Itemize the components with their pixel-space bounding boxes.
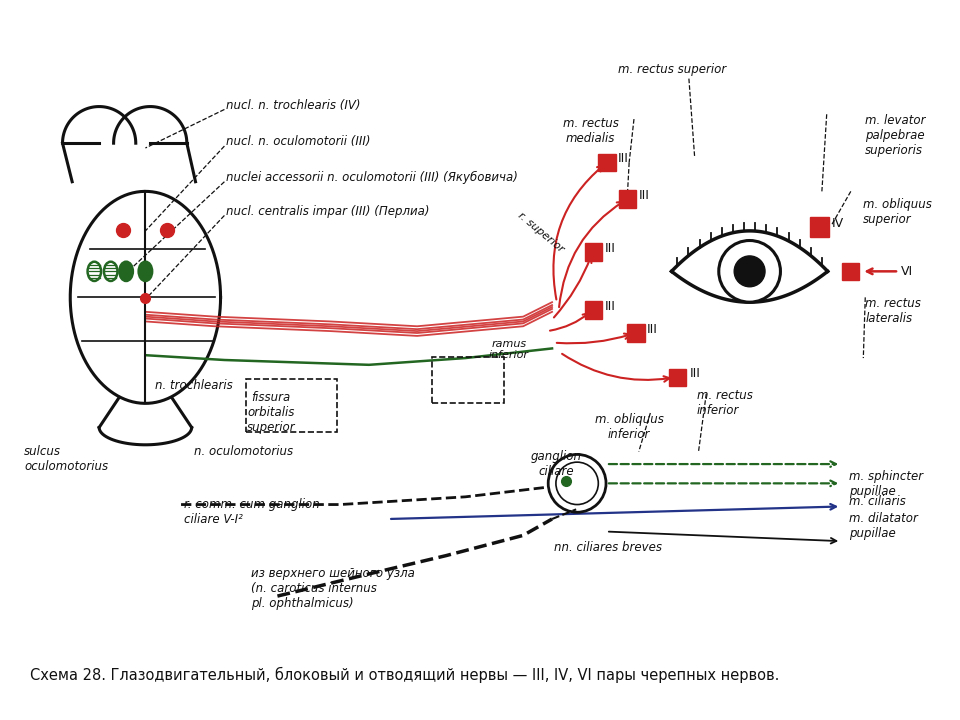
Text: III: III xyxy=(605,242,616,255)
Text: m. obliquus
inferior: m. obliquus inferior xyxy=(594,413,663,441)
Circle shape xyxy=(734,256,765,287)
Text: III: III xyxy=(690,367,701,380)
Text: n. trochlearis: n. trochlearis xyxy=(155,379,232,392)
Bar xyxy=(842,263,859,280)
Text: nuclei accessorii n. oculomotorii (III) (Якубовича): nuclei accessorii n. oculomotorii (III) … xyxy=(227,171,518,184)
Text: m. rectus
lateralis: m. rectus lateralis xyxy=(865,297,922,325)
Text: m. levator
palpebrae
superioris: m. levator palpebrae superioris xyxy=(865,114,925,157)
Circle shape xyxy=(719,240,780,302)
Bar xyxy=(585,243,602,261)
Text: III: III xyxy=(605,300,616,313)
Text: nucl. n. trochlearis (IV): nucl. n. trochlearis (IV) xyxy=(227,99,361,112)
Ellipse shape xyxy=(104,261,117,281)
Text: r. comm. cum ganglion
ciliare V-I²: r. comm. cum ganglion ciliare V-I² xyxy=(184,498,320,526)
Text: m. rectus superior: m. rectus superior xyxy=(618,63,727,76)
Text: III: III xyxy=(638,189,650,202)
Text: m. sphincter
pupillae: m. sphincter pupillae xyxy=(849,470,923,498)
Text: m. ciliaris: m. ciliaris xyxy=(849,495,905,508)
Text: ganglion
ciliare: ganglion ciliare xyxy=(531,449,582,477)
Text: nucl. centralis impar (III) (Перлиа): nucl. centralis impar (III) (Перлиа) xyxy=(227,205,430,218)
Text: m. rectus
medialis: m. rectus medialis xyxy=(563,117,618,145)
Text: IV: IV xyxy=(831,217,844,230)
Bar xyxy=(618,190,636,208)
Text: nn. ciliares breves: nn. ciliares breves xyxy=(554,541,662,554)
Text: m. rectus
inferior: m. rectus inferior xyxy=(697,389,753,417)
Text: m. dilatator
pupillae: m. dilatator pupillae xyxy=(849,512,918,540)
Text: ramus
inferior: ramus inferior xyxy=(489,339,529,361)
Text: fissura
orbitalis
superior: fissura orbitalis superior xyxy=(247,391,295,434)
Ellipse shape xyxy=(119,261,132,281)
Bar xyxy=(585,301,602,318)
Text: III: III xyxy=(646,323,658,336)
Text: n. oculomotorius: n. oculomotorius xyxy=(194,445,293,458)
Text: r. superior: r. superior xyxy=(516,210,566,254)
Text: nucl. n. oculomotorii (III): nucl. n. oculomotorii (III) xyxy=(227,135,371,148)
Ellipse shape xyxy=(138,261,152,281)
Text: VI: VI xyxy=(900,265,913,278)
Text: m. obliquus
superior: m. obliquus superior xyxy=(863,198,932,226)
Bar xyxy=(669,369,686,386)
Bar xyxy=(598,154,615,171)
Ellipse shape xyxy=(87,261,101,281)
Text: из верхнего шейного узла
(n. caroticus internus
pl. ophthalmicus): из верхнего шейного узла (n. caroticus i… xyxy=(252,567,416,610)
Text: sulcus
oculomotorius: sulcus oculomotorius xyxy=(24,445,108,473)
Text: III: III xyxy=(617,153,629,166)
Text: Схема 28. Глазодвигательный, блоковый и отводящий нервы — III, IV, VI пары череп: Схема 28. Глазодвигательный, блоковый и … xyxy=(30,667,780,683)
